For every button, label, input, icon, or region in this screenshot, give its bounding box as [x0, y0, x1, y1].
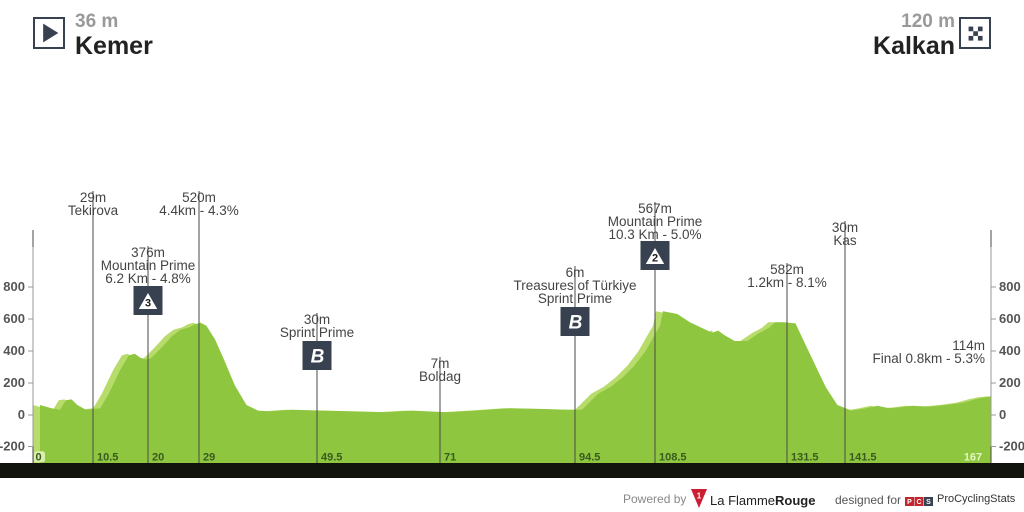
svg-text:P: P: [907, 499, 912, 506]
svg-text:2: 2: [652, 253, 658, 265]
svg-text:B: B: [311, 347, 325, 368]
svg-text:C: C: [916, 499, 921, 506]
svg-text:1: 1: [697, 492, 702, 501]
svg-text:B: B: [569, 313, 583, 334]
svg-text:3: 3: [145, 298, 151, 310]
svg-text:S: S: [926, 499, 931, 506]
